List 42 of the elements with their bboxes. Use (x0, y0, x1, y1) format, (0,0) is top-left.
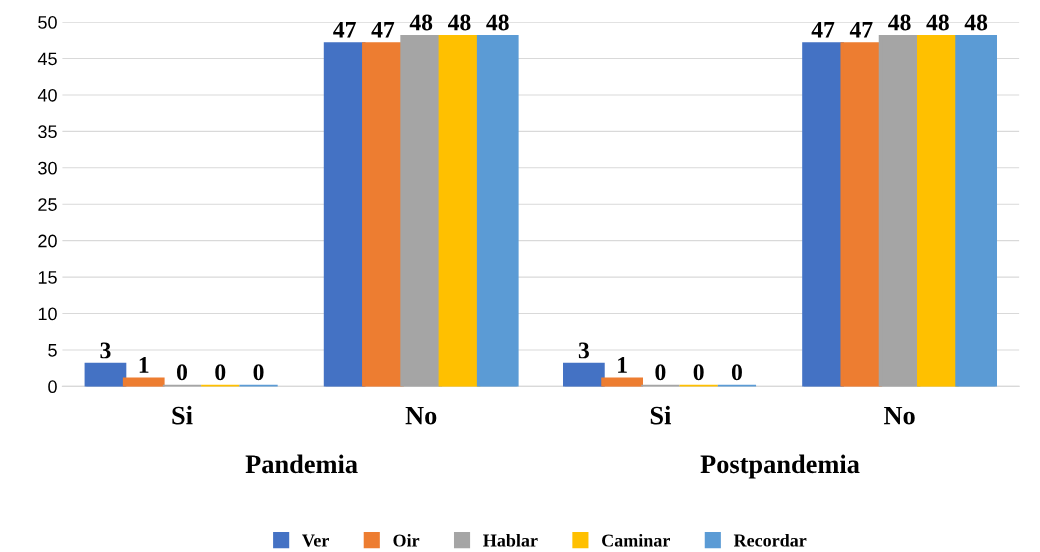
y-tick-label: 50 (38, 16, 57, 29)
data-label: 3 (100, 342, 111, 359)
x-tick-label: No (405, 406, 437, 425)
text: Pandemia (245, 454, 358, 474)
legend-label: Hablar (483, 533, 538, 547)
data-label: 48 (447, 14, 471, 31)
data-label: 3 (578, 342, 589, 359)
data-label: 48 (964, 14, 988, 31)
legend-label: Oir (393, 533, 420, 547)
legend-label: Recordar (733, 533, 807, 547)
data-label: 47 (333, 21, 356, 38)
x-tick-label: No (883, 406, 915, 425)
y-tick-label: 30 (38, 161, 57, 175)
data-label: 1 (139, 357, 149, 373)
y-tick-label: 25 (38, 198, 57, 211)
data-label: 1 (618, 357, 627, 373)
data-label: 47 (811, 21, 835, 38)
x-tick-label: Si (172, 405, 193, 425)
text: Postpandemia (700, 454, 860, 479)
data-label: 0 (215, 364, 226, 381)
data-label: 48 (486, 14, 509, 31)
y-tick-label: 10 (38, 307, 57, 321)
y-tick-label: 20 (38, 234, 57, 248)
data-label: 47 (849, 21, 873, 38)
data-label: 0 (253, 364, 264, 381)
y-tick-label: 0 (48, 380, 57, 394)
data-label: 47 (371, 21, 395, 38)
y-tick-label: 45 (37, 52, 57, 66)
legend-label: Ver (302, 534, 329, 547)
y-tick-label: 5 (48, 344, 57, 357)
legend-label: Caminar (602, 533, 670, 547)
y-tick-label: 35 (38, 125, 57, 139)
data-label: 0 (177, 364, 187, 381)
data-label: 48 (409, 14, 433, 31)
data-label: 48 (888, 14, 911, 31)
x-tick-label: Si (650, 405, 672, 425)
y-tick-label: 15 (38, 271, 57, 284)
data-label: 0 (693, 364, 704, 381)
y-tick-label: 40 (37, 88, 57, 102)
data-label: 0 (655, 364, 666, 381)
data-label: 48 (926, 14, 949, 31)
data-label: 0 (731, 364, 742, 381)
